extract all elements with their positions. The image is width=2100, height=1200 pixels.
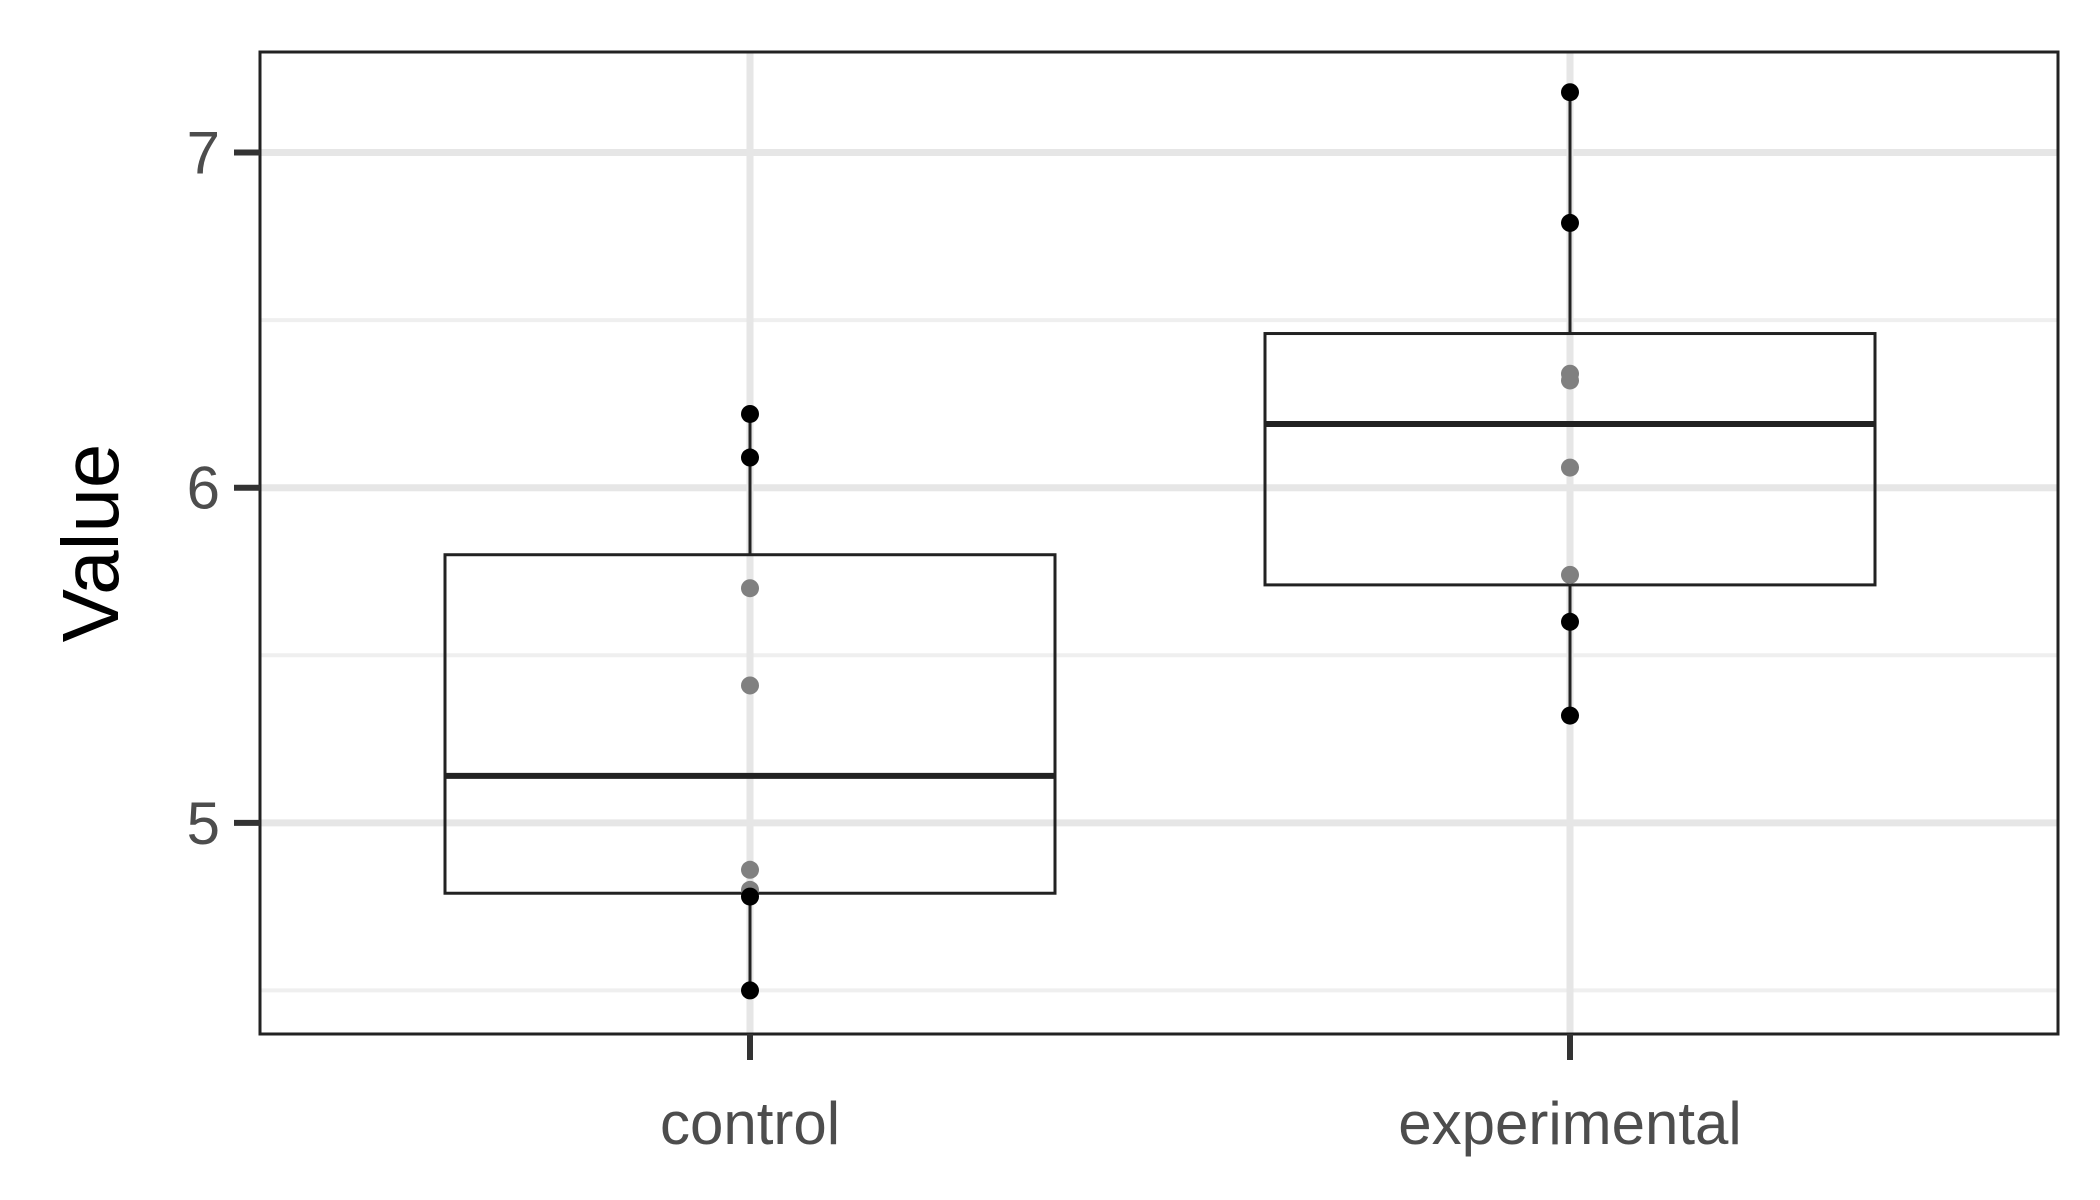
x-tick-label: experimental [1398,1090,1742,1157]
data-point [741,404,759,423]
plot-background [260,52,2058,1034]
data-point [1561,83,1579,102]
data-point [741,887,759,906]
data-point [1561,612,1579,631]
data-point [1561,706,1579,725]
data-point [1561,213,1579,232]
data-points [741,83,1579,1000]
axes: 5 6 7 control experimental [187,120,1742,1157]
y-tick-label: 7 [187,120,220,187]
grid-lines [260,52,2058,1034]
data-point [741,579,759,598]
data-point [741,981,759,1000]
data-point [1561,371,1579,390]
box-experimental [1263,332,1877,587]
data-point [741,860,759,879]
y-axis-title: Value [46,444,135,643]
y-tick-label: 5 [187,790,220,857]
y-tick-label: 6 [187,455,220,522]
panel-border [258,50,2060,1036]
x-tick-label: control [660,1090,840,1157]
data-point [741,448,759,467]
data-point [1561,458,1579,477]
data-point [1561,565,1579,584]
data-point [741,676,759,695]
